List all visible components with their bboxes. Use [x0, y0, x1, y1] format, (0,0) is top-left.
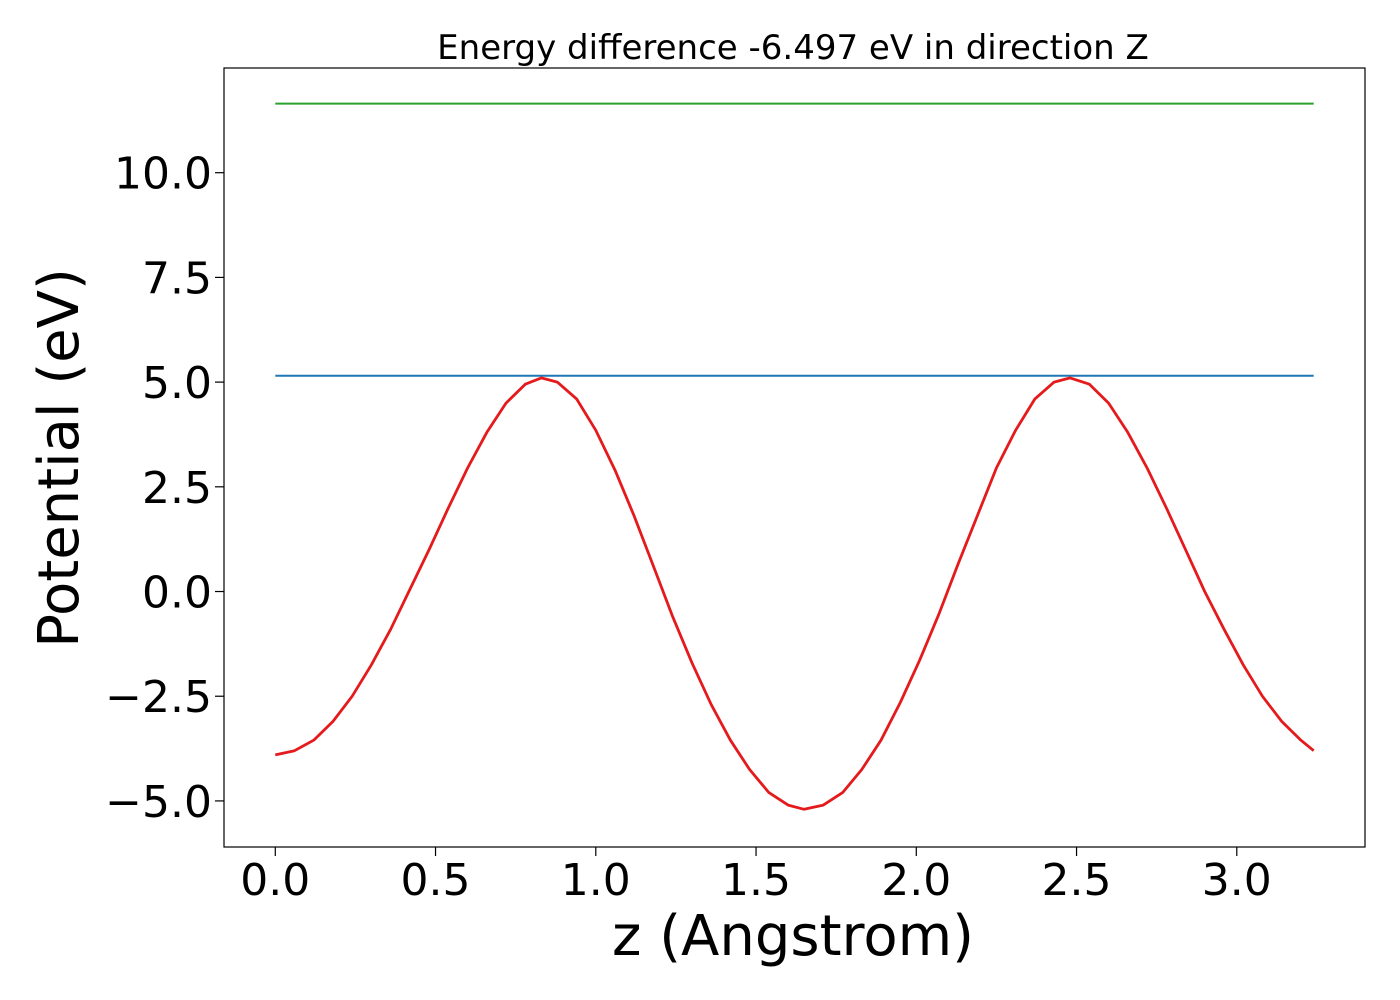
y-tick-label: 5.0 — [142, 358, 212, 409]
x-tick-label: 3.0 — [1202, 855, 1272, 906]
x-tick-label: 0.0 — [240, 855, 310, 906]
x-tick-label: 1.5 — [721, 855, 791, 906]
x-tick-label: 0.5 — [401, 855, 471, 906]
chart-title: Energy difference -6.497 eV in direction… — [437, 28, 1149, 68]
y-tick-label: 7.5 — [142, 253, 212, 304]
y-axis: −5.0 −2.5 0.0 2.5 5.0 7.5 10.0 — [105, 149, 224, 828]
plot-area — [275, 102, 1315, 811]
y-tick-label: 10.0 — [114, 149, 212, 200]
x-axis: 0.0 0.5 1.0 1.5 2.0 2.5 3.0 — [240, 847, 1272, 906]
y-tick-label: 0.0 — [142, 568, 212, 619]
y-tick-label: 2.5 — [142, 463, 212, 514]
x-tick-label: 1.0 — [561, 855, 631, 906]
x-tick-label: 2.5 — [1042, 855, 1112, 906]
x-axis-label: z (Angstrom) — [612, 904, 974, 969]
series-line-3 — [275, 376, 1315, 811]
plot-frame — [223, 67, 1366, 848]
x-tick-label: 2.0 — [881, 855, 951, 906]
y-tick-label: −5.0 — [105, 777, 212, 828]
y-tick-label: −2.5 — [105, 672, 212, 723]
y-axis-label: Potential (eV) — [27, 268, 92, 648]
